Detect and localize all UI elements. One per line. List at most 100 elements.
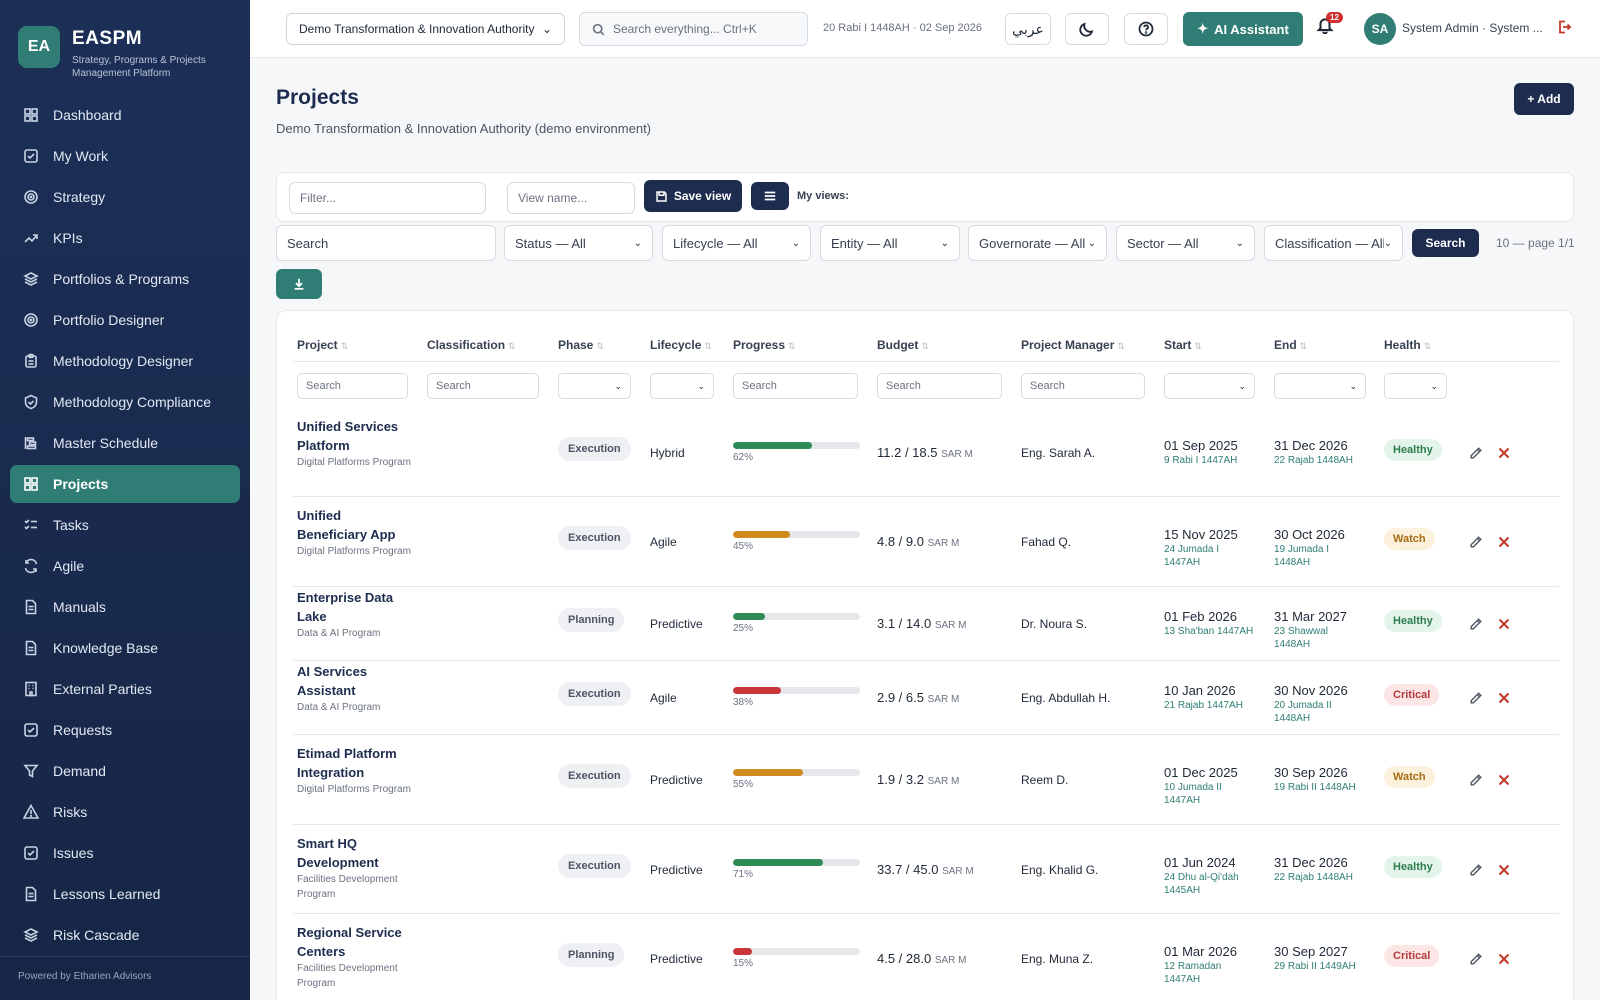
table-row[interactable]: Unified Services Platform Digital Platfor… — [293, 408, 1559, 497]
sidebar-item-lessons-learned[interactable]: Lessons Learned — [10, 875, 240, 913]
budget-value: 3.1 / 14.0 SAR M — [877, 616, 967, 631]
status-filter-select[interactable]: Status — All ⌄ — [504, 225, 653, 261]
governorate-filter-select[interactable]: Governorate — All ⌄ — [968, 225, 1107, 261]
edit-button[interactable] — [1469, 952, 1483, 969]
sidebar-item-my-work[interactable]: My Work — [10, 137, 240, 175]
sidebar-item-knowledge-base[interactable]: Knowledge Base — [10, 629, 240, 667]
ai-assistant-button[interactable]: ✦ AI Assistant — [1183, 12, 1303, 46]
filter-input[interactable]: Filter... — [289, 182, 486, 214]
view-name-input[interactable]: View name... — [507, 182, 635, 214]
column-filter-end-select[interactable]: ⌄ — [1274, 373, 1366, 399]
sidebar-item-external-parties[interactable]: External Parties — [10, 670, 240, 708]
export-button[interactable] — [276, 269, 322, 299]
project-name-link[interactable]: Unified Services Platform — [297, 418, 399, 453]
sidebar-item-projects[interactable]: Projects — [10, 465, 240, 503]
sidebar-item-master-schedule[interactable]: Master Schedule — [10, 424, 240, 462]
delete-button[interactable] — [1498, 618, 1510, 633]
hijri-date: 20 Rabi I 1448AH — [823, 22, 910, 34]
project-search-input[interactable]: Search — [276, 225, 496, 261]
lifecycle-filter-select[interactable]: Lifecycle — All ⌄ — [662, 225, 811, 261]
column-filter-project-manager-input[interactable]: Search — [1021, 373, 1145, 399]
column-header-classification[interactable]: Classification ⇅ — [427, 338, 516, 352]
add-button[interactable]: + Add — [1514, 83, 1574, 115]
table-row[interactable]: AI Services Assistant Data & AI Program Ex… — [293, 661, 1559, 735]
table-row[interactable]: Enterprise Data Lake Data & AI Program Pla… — [293, 587, 1559, 661]
progress-track — [733, 531, 860, 538]
table-row[interactable]: Smart HQ Development Facilities Developme… — [293, 825, 1559, 914]
classification-filter-select[interactable]: Classification — All ⌄ — [1264, 225, 1403, 261]
project-name-link[interactable]: Etimad Platform Integration — [297, 746, 397, 780]
sidebar-item-risks[interactable]: Risks — [10, 793, 240, 831]
sidebar-item-methodology-compliance[interactable]: Methodology Compliance — [10, 383, 240, 421]
delete-button[interactable] — [1498, 953, 1510, 968]
views-menu-button[interactable] — [751, 182, 789, 210]
column-header-project-manager[interactable]: Project Manager ⇅ — [1021, 338, 1125, 352]
column-header-budget[interactable]: Budget ⇅ — [877, 338, 929, 352]
column-header-start[interactable]: Start ⇅ — [1164, 338, 1202, 352]
sidebar-item-requests[interactable]: Requests — [10, 711, 240, 749]
logout-button[interactable] — [1556, 19, 1574, 37]
sidebar-item-risk-cascade[interactable]: Risk Cascade — [10, 916, 240, 954]
column-filter-health-select[interactable]: ⌄ — [1384, 373, 1447, 399]
table-row[interactable]: Unified Beneficiary App Digital Platforms… — [293, 497, 1559, 587]
sidebar-item-agile[interactable]: Agile — [10, 547, 240, 585]
sector-filter-select[interactable]: Sector — All ⌄ — [1116, 225, 1255, 261]
column-header-lifecycle[interactable]: Lifecycle ⇅ — [650, 338, 712, 352]
column-header-label: Lifecycle — [650, 338, 702, 352]
delete-button[interactable] — [1498, 536, 1510, 551]
delete-button[interactable] — [1498, 447, 1510, 462]
language-toggle-button[interactable]: عربي — [1005, 13, 1051, 45]
column-filter-start-select[interactable]: ⌄ — [1164, 373, 1255, 399]
column-header-project[interactable]: Project ⇅ — [297, 338, 348, 352]
table-row[interactable]: Regional Service Centers Facilities Devel… — [293, 914, 1559, 1000]
edit-button[interactable] — [1469, 773, 1483, 790]
sidebar-item-issues[interactable]: Issues — [10, 834, 240, 872]
column-filter-budget-input[interactable]: Search — [877, 373, 1002, 399]
end-date-hijri: 22 Rajab 1448AH — [1274, 871, 1353, 883]
avatar[interactable]: SA — [1364, 13, 1396, 45]
sidebar-item-demand[interactable]: Demand — [10, 752, 240, 790]
column-header-health[interactable]: Health ⇅ — [1384, 338, 1431, 352]
sidebar-item-manuals[interactable]: Manuals — [10, 588, 240, 626]
sidebar-item-dashboard[interactable]: Dashboard — [10, 96, 240, 134]
project-name-link[interactable]: Enterprise Data Lake — [297, 590, 394, 624]
entity-filter-select[interactable]: Entity — All ⌄ — [820, 225, 960, 261]
delete-button[interactable] — [1498, 692, 1510, 707]
column-header-label: Phase — [558, 338, 594, 352]
brand[interactable]: EA EASPM Strategy, Programs & Projects M… — [0, 0, 250, 96]
delete-button[interactable] — [1498, 774, 1510, 789]
dark-mode-button[interactable] — [1065, 13, 1109, 45]
sidebar-item-portfolios-and-programs[interactable]: Portfolios & Programs — [10, 260, 240, 298]
sidebar-item-portfolio-designer[interactable]: Portfolio Designer — [10, 301, 240, 339]
project-name-link[interactable]: AI Services Assistant — [297, 664, 368, 698]
table-row[interactable]: Etimad Platform Integration Digital Platf… — [293, 735, 1559, 825]
column-header-end[interactable]: End ⇅ — [1274, 338, 1307, 352]
sidebar-item-kpis[interactable]: KPIs — [10, 219, 240, 257]
sidebar-item-tasks[interactable]: Tasks — [10, 506, 240, 544]
column-filter-lifecycle-select[interactable]: ⌄ — [650, 373, 714, 399]
column-filter-classification-input[interactable]: Search — [427, 373, 539, 399]
organization-select[interactable]: Demo Transformation & Innovation Authori… — [286, 13, 565, 45]
edit-button[interactable] — [1469, 446, 1483, 463]
sidebar-item-strategy[interactable]: Strategy — [10, 178, 240, 216]
column-filter-phase-select[interactable]: ⌄ — [558, 373, 631, 399]
edit-button[interactable] — [1469, 617, 1483, 634]
edit-button[interactable] — [1469, 691, 1483, 708]
column-filter-project-input[interactable]: Search — [297, 373, 408, 399]
column-header-progress[interactable]: Progress ⇅ — [733, 338, 796, 352]
notifications-button[interactable]: 12 — [1316, 12, 1343, 40]
column-filter-progress-input[interactable]: Search — [733, 373, 858, 399]
search-button[interactable]: Search — [1412, 229, 1479, 257]
user-name[interactable]: System Admin · System ... — [1402, 21, 1543, 35]
help-button[interactable] — [1124, 13, 1168, 45]
project-name-link[interactable]: Unified Beneficiary App — [297, 508, 396, 542]
global-search-input[interactable]: Search everything... Ctrl+K — [579, 12, 808, 46]
delete-button[interactable] — [1498, 864, 1510, 879]
sidebar-item-methodology-designer[interactable]: Methodology Designer — [10, 342, 240, 380]
project-name-link[interactable]: Smart HQ Development — [297, 835, 379, 870]
edit-button[interactable] — [1469, 535, 1483, 552]
save-view-button[interactable]: Save view — [644, 180, 742, 212]
project-name-link[interactable]: Regional Service Centers — [297, 924, 402, 959]
column-header-phase[interactable]: Phase ⇅ — [558, 338, 604, 352]
edit-button[interactable] — [1469, 863, 1483, 880]
